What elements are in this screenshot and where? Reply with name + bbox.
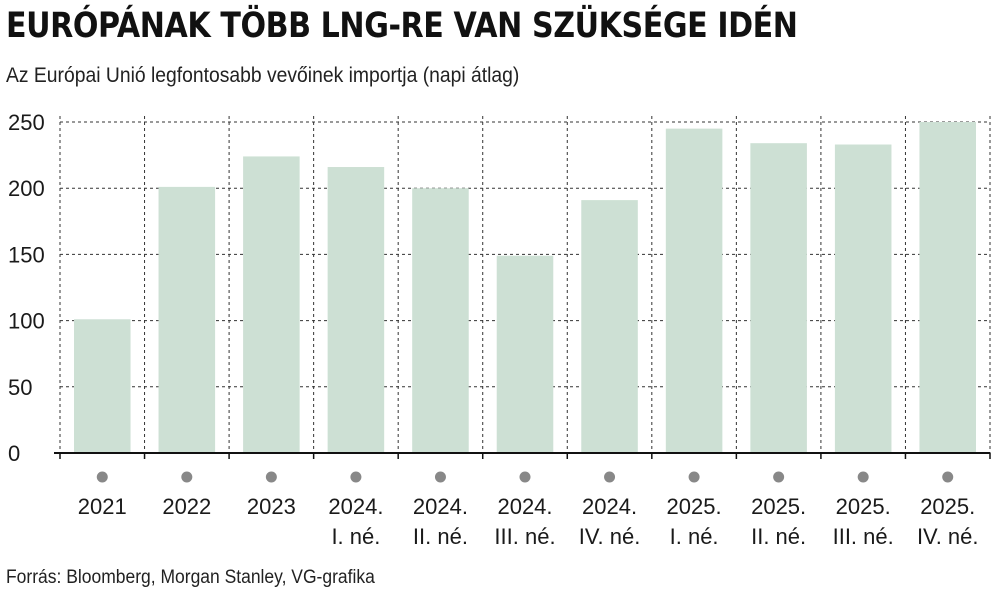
y-tick-label: 200 xyxy=(8,176,45,201)
y-tick-label: 100 xyxy=(8,309,45,334)
chart-title: EURÓPÁNAK TÖBB LNG-RE VAN SZÜKSÉGE IDÉN xyxy=(6,6,798,46)
bar xyxy=(919,122,976,453)
x-tick-label: II. né. xyxy=(413,524,468,549)
category-marker xyxy=(604,471,616,483)
category-markers xyxy=(96,471,954,483)
x-tick-labels: 2021 2022 2023 2024. I. né. 2024. II. né. 2024.… xyxy=(78,494,979,549)
x-tick-label: I. né. xyxy=(670,524,719,549)
x-tick-label: 2025. xyxy=(667,494,722,519)
x-tick-label: 2021 xyxy=(78,494,127,519)
bar xyxy=(496,255,554,453)
x-tick-label: I. né. xyxy=(331,524,380,549)
x-tick-label: 2022 xyxy=(162,494,211,519)
x-tick-label: III. né. xyxy=(833,524,894,549)
bar xyxy=(327,167,385,454)
bar xyxy=(750,143,807,453)
x-tick-label: II. né. xyxy=(751,524,806,549)
y-tick-label: 0 xyxy=(8,441,20,466)
bar xyxy=(74,319,131,453)
x-tick-label: 2023 xyxy=(247,494,296,519)
x-tick-label: 2024. xyxy=(328,494,383,519)
category-marker xyxy=(434,471,446,483)
category-marker xyxy=(942,471,954,483)
category-marker xyxy=(350,471,362,483)
chart-subtitle: Az Európai Unió legfontosabb vevőinek im… xyxy=(6,64,520,87)
y-tick-label: 150 xyxy=(8,242,45,267)
category-marker xyxy=(688,471,700,483)
bars xyxy=(74,122,976,454)
x-tick-label: 2024. xyxy=(413,494,468,519)
x-tick-label: 2024. xyxy=(497,494,552,519)
category-marker xyxy=(181,471,193,483)
source-note: Forrás: Bloomberg, Morgan Stanley, VG-gr… xyxy=(6,567,375,588)
bar xyxy=(243,156,300,453)
bar xyxy=(158,186,216,453)
y-tick-label: 250 xyxy=(8,110,45,135)
category-marker xyxy=(773,471,785,483)
category-marker xyxy=(857,471,869,483)
category-marker xyxy=(96,471,108,483)
category-marker xyxy=(265,471,277,483)
x-tick-label: 2025. xyxy=(920,494,975,519)
bar xyxy=(834,144,892,453)
x-tick-label: 2024. xyxy=(582,494,637,519)
x-tick-label: IV. né. xyxy=(579,524,641,549)
y-tick-labels: 0 50 100 150 200 250 xyxy=(8,110,45,466)
bar xyxy=(581,200,638,453)
category-marker xyxy=(519,471,531,483)
x-tick-label: IV. né. xyxy=(917,524,979,549)
x-tick-label: 2025. xyxy=(836,494,891,519)
axes xyxy=(54,452,991,459)
bar xyxy=(412,188,469,453)
x-tick-label: 2025. xyxy=(751,494,806,519)
y-tick-label: 50 xyxy=(8,375,32,400)
x-tick-label: III. né. xyxy=(494,524,555,549)
bar xyxy=(665,128,723,453)
